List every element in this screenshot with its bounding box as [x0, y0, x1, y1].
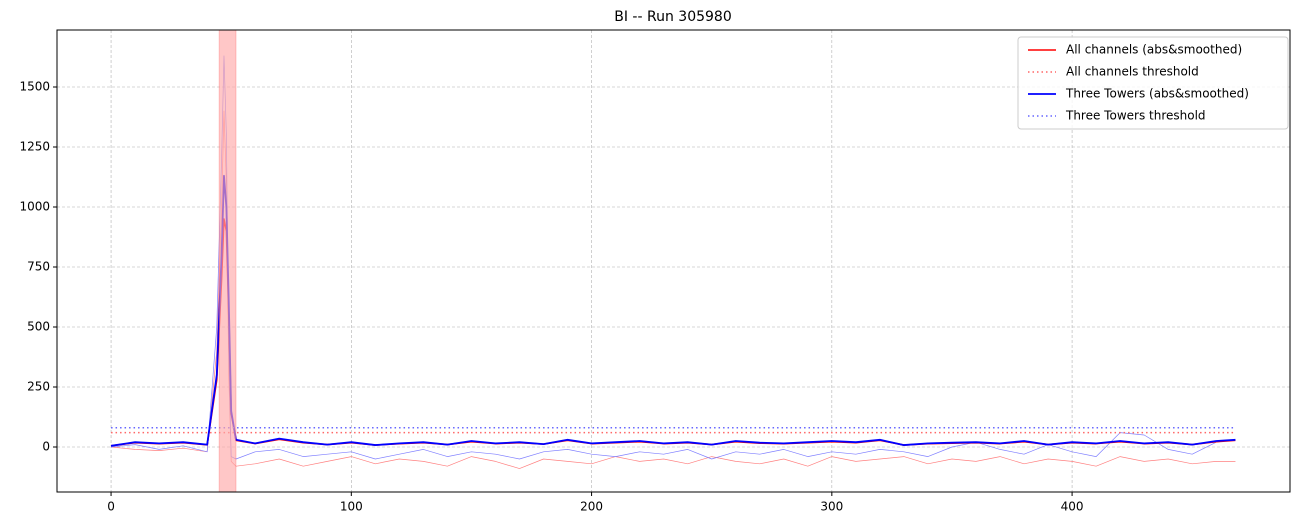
x-tick-label: 400	[1061, 500, 1084, 514]
highlight-span	[218, 29, 237, 493]
chart-title: BI -- Run 305980	[614, 9, 731, 25]
y-tick-label: 1000	[19, 200, 50, 214]
x-tick-label: 100	[340, 500, 363, 514]
series-line	[110, 218, 1236, 447]
legend-label: Three Towers threshold	[1065, 109, 1206, 123]
x-tick-label: 300	[820, 500, 843, 514]
x-tick-label: 200	[580, 500, 603, 514]
legend: All channels (abs&smoothed) All channels …	[1017, 36, 1289, 130]
legend-label: All channels threshold	[1066, 65, 1199, 79]
series-line	[110, 174, 1236, 447]
y-tick-label: 750	[27, 260, 50, 274]
legend-label: All channels (abs&smoothed)	[1066, 43, 1242, 57]
y-tick-label: 1250	[19, 140, 50, 154]
y-tick-label: 250	[27, 380, 50, 394]
axes-frame	[56, 29, 1291, 493]
plot-area	[57, 30, 1290, 492]
legend-box	[1017, 36, 1289, 130]
series-line	[111, 110, 1236, 469]
y-tick-label: 0	[42, 440, 50, 454]
legend-label: Three Towers (abs&smoothed)	[1065, 87, 1249, 101]
x-tick-label: 0	[107, 500, 115, 514]
y-tick-label: 1500	[19, 80, 50, 94]
y-tick-label: 500	[27, 320, 50, 334]
